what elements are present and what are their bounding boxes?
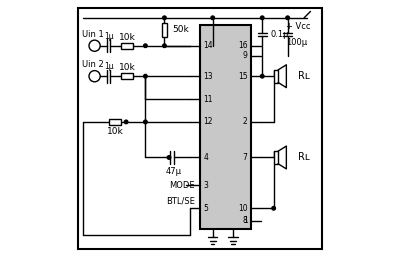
Bar (274, 151, 278, 164)
Circle shape (144, 44, 147, 47)
Text: 5: 5 (203, 204, 208, 213)
Text: MODE: MODE (170, 181, 195, 190)
Circle shape (144, 120, 147, 124)
Text: 47μ: 47μ (165, 167, 181, 176)
Text: Rʟ: Rʟ (298, 71, 310, 81)
Text: 10k: 10k (119, 33, 136, 42)
Circle shape (163, 16, 166, 20)
Text: Uin 2: Uin 2 (82, 60, 104, 69)
Circle shape (144, 74, 147, 78)
Text: 11: 11 (203, 94, 213, 104)
Bar (162, 23, 167, 37)
Bar (121, 73, 133, 79)
Text: 10k: 10k (119, 63, 136, 72)
Text: + Vcc: + Vcc (286, 22, 311, 31)
Text: 8: 8 (243, 216, 248, 226)
Text: 9: 9 (243, 51, 248, 60)
Text: 50k: 50k (172, 25, 189, 34)
Bar (109, 119, 121, 125)
Text: 2: 2 (243, 117, 248, 126)
Text: 7: 7 (243, 153, 248, 162)
Text: 1: 1 (243, 216, 248, 226)
Circle shape (260, 74, 264, 78)
Text: 16: 16 (238, 41, 248, 50)
Text: 4: 4 (203, 153, 208, 162)
Circle shape (89, 40, 100, 51)
Text: 3: 3 (203, 181, 208, 190)
Circle shape (286, 16, 290, 20)
Text: 1μ: 1μ (104, 31, 113, 41)
Text: 10: 10 (238, 204, 248, 213)
Bar (200, 25, 251, 229)
Circle shape (211, 16, 214, 20)
Circle shape (260, 16, 264, 20)
Text: 13: 13 (203, 72, 213, 81)
Text: 14: 14 (203, 41, 213, 50)
Text: BTL/SE: BTL/SE (166, 196, 194, 205)
Bar (274, 70, 278, 83)
Circle shape (124, 120, 128, 124)
Circle shape (167, 156, 171, 159)
Circle shape (89, 71, 100, 82)
Text: 12: 12 (203, 117, 213, 126)
Text: 15: 15 (238, 72, 248, 81)
Text: 1μ: 1μ (104, 62, 113, 71)
Bar (121, 43, 133, 49)
Circle shape (163, 44, 166, 47)
Text: 10k: 10k (106, 127, 123, 136)
Text: Rʟ: Rʟ (298, 152, 310, 163)
Text: Uin 1: Uin 1 (82, 30, 104, 39)
Text: 100μ: 100μ (286, 38, 308, 47)
Circle shape (272, 207, 276, 210)
Text: 0.1μ: 0.1μ (270, 30, 289, 39)
